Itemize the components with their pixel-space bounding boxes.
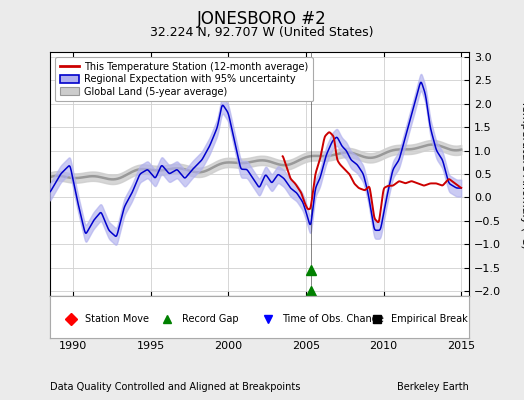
Text: 2015: 2015: [447, 341, 475, 351]
Text: 1995: 1995: [137, 341, 165, 351]
Text: 2005: 2005: [292, 341, 320, 351]
Text: JONESBORO #2: JONESBORO #2: [197, 10, 327, 28]
Text: 32.224 N, 92.707 W (United States): 32.224 N, 92.707 W (United States): [150, 26, 374, 39]
Text: 1990: 1990: [59, 341, 87, 351]
Legend: This Temperature Station (12-month average), Regional Expectation with 95% uncer: This Temperature Station (12-month avera…: [54, 57, 313, 102]
Text: Record Gap: Record Gap: [182, 314, 238, 324]
Text: 2010: 2010: [369, 341, 398, 351]
Y-axis label: Temperature Anomaly (°C): Temperature Anomaly (°C): [520, 100, 524, 248]
Text: Time of Obs. Change: Time of Obs. Change: [282, 314, 384, 324]
Text: Berkeley Earth: Berkeley Earth: [397, 382, 469, 392]
Text: Station Move: Station Move: [85, 314, 149, 324]
Text: Data Quality Controlled and Aligned at Breakpoints: Data Quality Controlled and Aligned at B…: [50, 382, 300, 392]
Text: 2000: 2000: [214, 341, 243, 351]
Text: Empirical Break: Empirical Break: [391, 314, 468, 324]
